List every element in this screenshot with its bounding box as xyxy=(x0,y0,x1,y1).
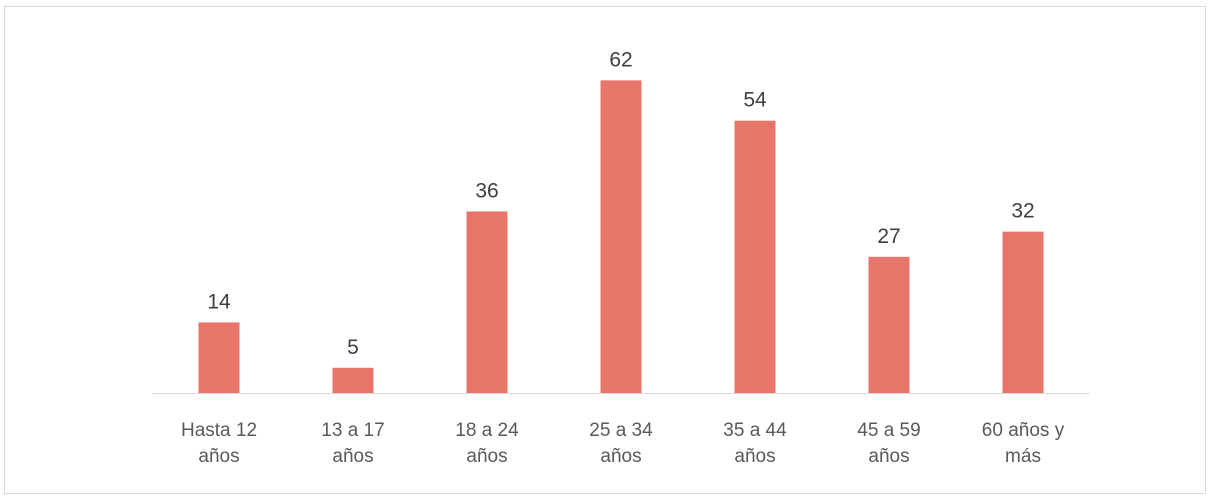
data-label: 5 xyxy=(347,336,359,359)
data-label: 36 xyxy=(475,179,498,202)
bar xyxy=(466,211,508,393)
bar xyxy=(332,367,374,393)
x-tick-label: 60 años y más xyxy=(982,420,1065,467)
data-label: 54 xyxy=(743,89,767,112)
bar xyxy=(1002,231,1044,393)
x-tick-label: 25 a 34 años xyxy=(589,420,653,467)
x-tick-label: 35 a 44 años xyxy=(723,420,787,467)
bar xyxy=(600,80,642,393)
bar xyxy=(198,322,240,393)
data-label: 27 xyxy=(877,225,900,248)
bar xyxy=(734,120,776,393)
x-tick-label: 45 a 59 años xyxy=(857,420,920,467)
data-label: 14 xyxy=(207,290,231,313)
data-label: 32 xyxy=(1011,200,1034,223)
data-label: 62 xyxy=(609,48,632,71)
x-tick-label: 13 a 17 años xyxy=(321,420,384,467)
x-tick-label: Hasta 12 años xyxy=(181,420,257,467)
x-tick-label: 18 a 24 años xyxy=(455,420,519,467)
bar xyxy=(868,256,910,393)
